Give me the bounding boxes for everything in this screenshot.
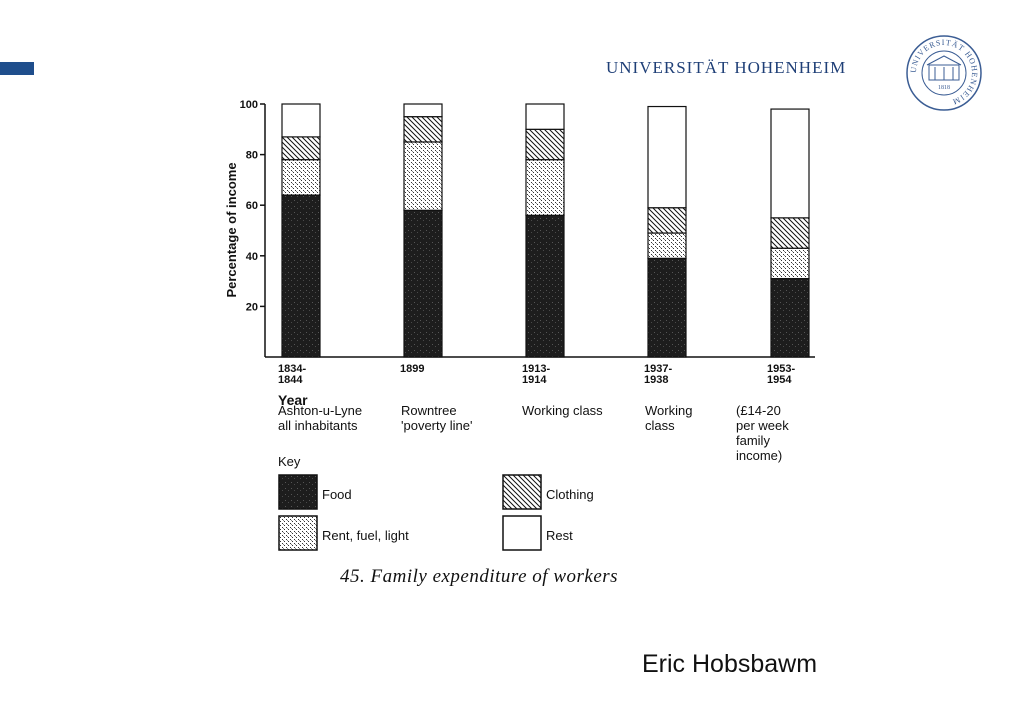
bar-segment-clothing	[647, 207, 687, 234]
bar-segment-food	[525, 214, 565, 358]
legend-swatch	[502, 474, 542, 510]
accent-bar	[0, 62, 34, 75]
x-category-label: 1899	[400, 363, 425, 375]
x-category-label: 1913- 1914	[522, 363, 551, 386]
bar-segment-rest	[403, 103, 443, 118]
bar-segment-rent-fuel-light	[770, 247, 810, 280]
legend-swatch	[278, 474, 318, 510]
y-axis: 20 40 60 80 100	[240, 99, 815, 358]
x-axis-label: Year	[278, 392, 308, 408]
legend-swatch	[502, 515, 542, 551]
bar-segment-rest	[525, 103, 565, 130]
y-tick-label: 100	[240, 99, 258, 111]
bar-segment-rest	[281, 103, 321, 138]
legend-label: Clothing	[546, 487, 594, 502]
legend-label: Rent, fuel, light	[322, 528, 409, 543]
bar-segment-clothing	[403, 116, 443, 143]
bar-segment-food	[770, 277, 810, 358]
bar-segment-rent-fuel-light	[281, 159, 321, 196]
university-seal-icon: UNIVERSITÄT HOHENHEIM 1818	[906, 35, 982, 111]
legend-swatch	[278, 515, 318, 551]
bar-segment-rent-fuel-light	[525, 159, 565, 216]
bar-subtitle: Working class	[522, 403, 603, 418]
legend-label: Rest	[546, 528, 573, 543]
legend-title: Key	[278, 454, 301, 469]
bar-segment-clothing	[525, 128, 565, 161]
bar-segment-rest	[770, 108, 810, 219]
seal-year: 1818	[938, 85, 950, 91]
bar-segment-clothing	[770, 217, 810, 249]
bar-segment-food	[647, 257, 687, 358]
legend-label: Food	[322, 487, 352, 502]
author-name: Eric Hobsbawm	[642, 650, 818, 678]
bars	[281, 103, 810, 358]
chart-caption: 45. Family expenditure of workers	[340, 566, 619, 587]
y-tick-label: 20	[246, 301, 258, 313]
y-tick-label: 40	[246, 251, 258, 263]
x-category-label: 1953- 1954	[767, 363, 796, 386]
bar-segment-rest	[647, 105, 687, 209]
y-tick-label: 60	[246, 200, 258, 212]
y-tick-label: 80	[246, 150, 258, 162]
bar-segment-food	[281, 194, 321, 358]
bar-segment-rent-fuel-light	[647, 232, 687, 259]
bar-subtitle: (£14-20 per week family income)	[736, 403, 789, 463]
university-name: UNIVERSITÄT HOHENHEIM	[606, 58, 847, 77]
x-category-label: 1834- 1844	[278, 363, 307, 386]
expenditure-bar-chart: 20 40 60 80 100 Percentage of income	[224, 99, 815, 358]
bar-segment-clothing	[281, 136, 321, 161]
bar-subtitle: Ashton-u-Lyne all inhabitants	[278, 403, 363, 433]
bar-subtitle: Rowntree 'poverty line'	[401, 403, 473, 433]
bar-segment-rent-fuel-light	[403, 141, 443, 211]
x-category-label: 1937- 1938	[644, 363, 673, 386]
bar-subtitle: Working class	[645, 403, 693, 433]
bar-segment-food	[403, 209, 443, 358]
y-axis-label: Percentage of income	[224, 162, 239, 297]
